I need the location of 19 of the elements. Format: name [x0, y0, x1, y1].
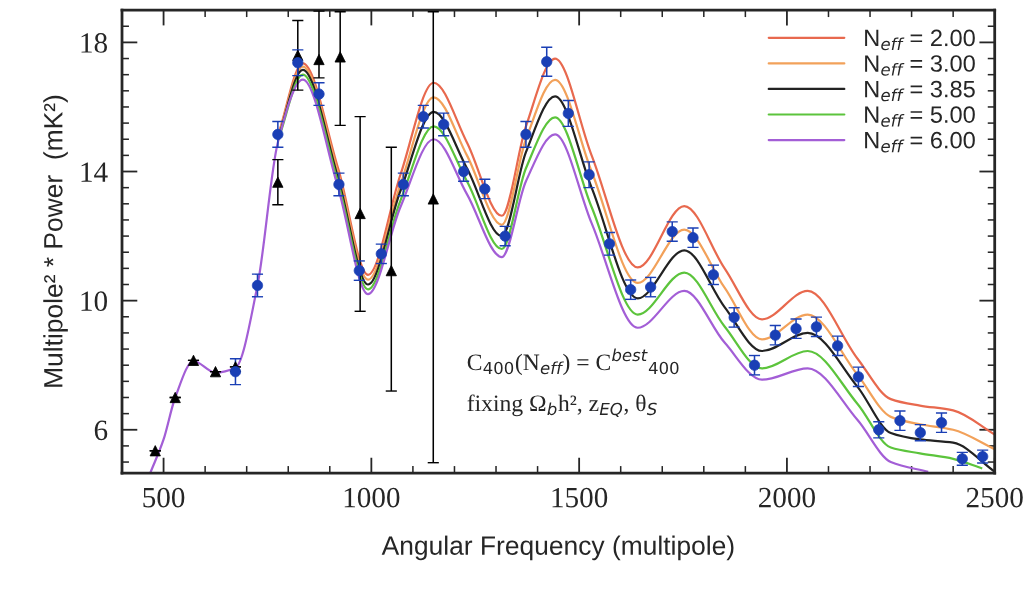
y-axis-title: Multipole² * Power (mK²): [43, 95, 68, 387]
line-series: [149, 78, 930, 474]
annotation: C$_{400}$(N$_{eff}$) = C$^{best}$$_{400}$: [467, 348, 679, 376]
x-tick-label: 500: [143, 487, 185, 508]
x-tick-label: 2500: [966, 487, 1023, 508]
x-axis-title: Angular Frequency (multipole): [381, 535, 734, 561]
legend-label: N$_{eff}$ = 6.00: [865, 131, 975, 153]
annotation: fixing Ω$_{b}$h², z$_{EQ}$, θ$_{S}$: [467, 394, 657, 418]
legend-label: N$_{eff}$ = 5.00: [865, 106, 975, 127]
x-tick-label: 1500: [552, 487, 608, 508]
legend-label: N$_{eff}$ = 3.00: [865, 55, 975, 76]
y-tick-label: 14: [81, 162, 108, 182]
x-tick-label: 2000: [759, 487, 815, 508]
y-tick-label: 6: [94, 420, 108, 441]
y-tick-label: 10: [81, 291, 108, 312]
legend-label: N$_{eff}$ = 3.85: [865, 80, 975, 102]
x-tick-label: 1000: [344, 487, 400, 508]
y-tick-label: 18: [81, 33, 108, 53]
legend-label: N$_{eff}$ = 2.00: [865, 29, 975, 51]
